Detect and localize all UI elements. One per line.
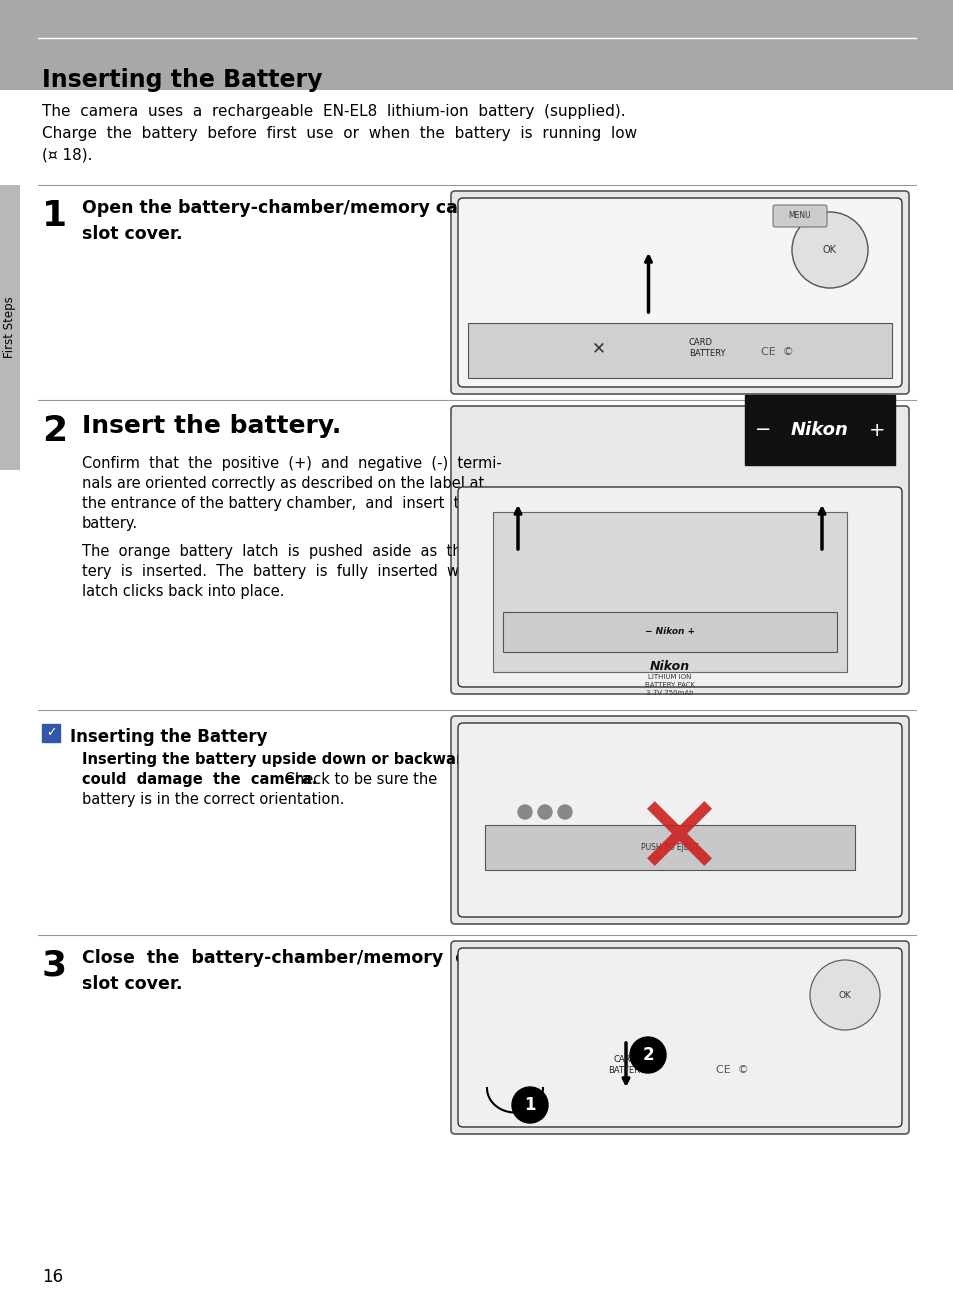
Text: The  camera  uses  a  rechargeable  EN-EL8  lithium-ion  battery  (supplied).: The camera uses a rechargeable EN-EL8 li… — [42, 104, 625, 120]
FancyBboxPatch shape — [457, 487, 901, 687]
Text: ✕: ✕ — [633, 791, 726, 897]
FancyBboxPatch shape — [457, 947, 901, 1127]
Text: Check to be sure the: Check to be sure the — [280, 773, 436, 787]
Text: −: − — [754, 420, 771, 439]
Text: 1: 1 — [42, 198, 67, 233]
Text: battery is in the correct orientation.: battery is in the correct orientation. — [82, 792, 344, 807]
Circle shape — [537, 805, 552, 819]
FancyBboxPatch shape — [451, 406, 908, 694]
Text: Inserting the Battery: Inserting the Battery — [42, 68, 322, 92]
Text: Close  the  battery-chamber/memory  card
slot cover.: Close the battery-chamber/memory card sl… — [82, 949, 497, 992]
Circle shape — [629, 1037, 665, 1074]
FancyBboxPatch shape — [451, 941, 908, 1134]
Text: nals are oriented correctly as described on the label at: nals are oriented correctly as described… — [82, 476, 484, 491]
Text: The  orange  battery  latch  is  pushed  aside  as  the  bat-: The orange battery latch is pushed aside… — [82, 544, 509, 558]
Text: 16: 16 — [42, 1268, 63, 1286]
Text: Inserting the battery upside down or backwards: Inserting the battery upside down or bac… — [82, 752, 482, 767]
Bar — [484, 825, 854, 870]
Bar — [468, 323, 891, 378]
Circle shape — [512, 1087, 547, 1123]
Bar — [0, 185, 20, 470]
FancyBboxPatch shape — [772, 205, 826, 227]
Circle shape — [809, 961, 879, 1030]
Bar — [493, 512, 846, 671]
Bar — [0, 0, 953, 89]
Text: latch clicks back into place.: latch clicks back into place. — [82, 583, 284, 599]
Text: OK: OK — [822, 244, 836, 255]
Circle shape — [791, 212, 867, 288]
Text: MENU: MENU — [788, 212, 810, 221]
Text: LITHIUM ION
BATTERY PACK
3.7V 750mAh: LITHIUM ION BATTERY PACK 3.7V 750mAh — [644, 674, 695, 696]
Text: battery.: battery. — [82, 516, 138, 531]
Text: ✓: ✓ — [46, 727, 56, 740]
Text: (¤ 18).: (¤ 18). — [42, 148, 92, 163]
Text: Inserting the Battery: Inserting the Battery — [70, 728, 267, 746]
Text: ✕: ✕ — [592, 339, 605, 357]
Text: +: + — [867, 420, 884, 439]
Bar — [42, 724, 60, 742]
Text: the entrance of the battery chamber,  and  insert  the: the entrance of the battery chamber, and… — [82, 495, 477, 511]
Text: PUSH TO EJECT: PUSH TO EJECT — [640, 844, 698, 853]
Circle shape — [558, 805, 572, 819]
Bar — [502, 612, 836, 652]
Text: Insert the battery.: Insert the battery. — [82, 414, 341, 438]
Bar — [744, 396, 894, 465]
Text: Nikon: Nikon — [649, 660, 689, 673]
Text: − Nikon +: − Nikon + — [644, 628, 695, 636]
Text: Nikon: Nikon — [790, 420, 848, 439]
FancyBboxPatch shape — [451, 191, 908, 394]
Text: CE  ©: CE © — [760, 347, 793, 357]
Text: CARD
BATTERY: CARD BATTERY — [607, 1055, 643, 1075]
Text: could  damage  the  camera.: could damage the camera. — [82, 773, 317, 787]
FancyBboxPatch shape — [457, 198, 901, 388]
FancyBboxPatch shape — [457, 723, 901, 917]
Text: Charge  the  battery  before  first  use  or  when  the  battery  is  running  l: Charge the battery before first use or w… — [42, 126, 637, 141]
Text: Confirm  that  the  positive  (+)  and  negative  (-)  termi-: Confirm that the positive (+) and negati… — [82, 456, 501, 470]
Text: 1: 1 — [524, 1096, 536, 1114]
Text: tery  is  inserted.  The  battery  is  fully  inserted  when  the: tery is inserted. The battery is fully i… — [82, 564, 519, 579]
Circle shape — [517, 805, 532, 819]
Text: Open the battery-chamber/memory card
slot cover.: Open the battery-chamber/memory card slo… — [82, 198, 478, 243]
Text: CARD
BATTERY: CARD BATTERY — [688, 338, 724, 357]
Text: 2: 2 — [42, 414, 67, 448]
Text: 2: 2 — [641, 1046, 653, 1064]
Text: 3: 3 — [42, 949, 67, 983]
Text: CE  ©: CE © — [716, 1066, 748, 1075]
Text: OK: OK — [838, 991, 850, 1000]
FancyBboxPatch shape — [451, 716, 908, 924]
Text: First Steps: First Steps — [4, 297, 16, 359]
